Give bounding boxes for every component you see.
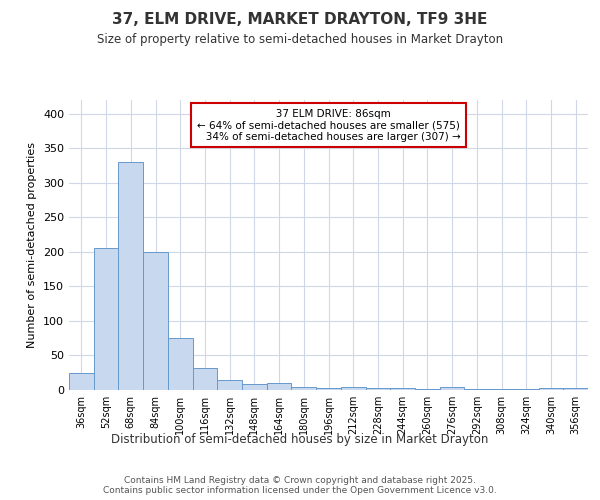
Bar xyxy=(464,388,489,390)
Bar xyxy=(390,388,415,390)
Bar xyxy=(69,372,94,390)
Text: Size of property relative to semi-detached houses in Market Drayton: Size of property relative to semi-detach… xyxy=(97,32,503,46)
Bar xyxy=(365,388,390,390)
Text: Distribution of semi-detached houses by size in Market Drayton: Distribution of semi-detached houses by … xyxy=(112,432,488,446)
Text: 37, ELM DRIVE, MARKET DRAYTON, TF9 3HE: 37, ELM DRIVE, MARKET DRAYTON, TF9 3HE xyxy=(112,12,488,28)
Bar xyxy=(267,383,292,390)
Bar xyxy=(341,387,365,390)
Bar xyxy=(242,384,267,390)
Bar xyxy=(168,338,193,390)
Bar xyxy=(563,388,588,390)
Bar xyxy=(415,388,440,390)
Bar xyxy=(143,252,168,390)
Bar xyxy=(94,248,118,390)
Text: 37 ELM DRIVE: 86sqm
← 64% of semi-detached houses are smaller (575)
   34% of se: 37 ELM DRIVE: 86sqm ← 64% of semi-detach… xyxy=(196,108,461,142)
Bar xyxy=(440,387,464,390)
Text: Contains HM Land Registry data © Crown copyright and database right 2025.
Contai: Contains HM Land Registry data © Crown c… xyxy=(103,476,497,495)
Y-axis label: Number of semi-detached properties: Number of semi-detached properties xyxy=(28,142,37,348)
Bar xyxy=(193,368,217,390)
Bar xyxy=(539,388,563,390)
Bar xyxy=(217,380,242,390)
Bar xyxy=(292,387,316,390)
Bar xyxy=(316,388,341,390)
Bar xyxy=(118,162,143,390)
